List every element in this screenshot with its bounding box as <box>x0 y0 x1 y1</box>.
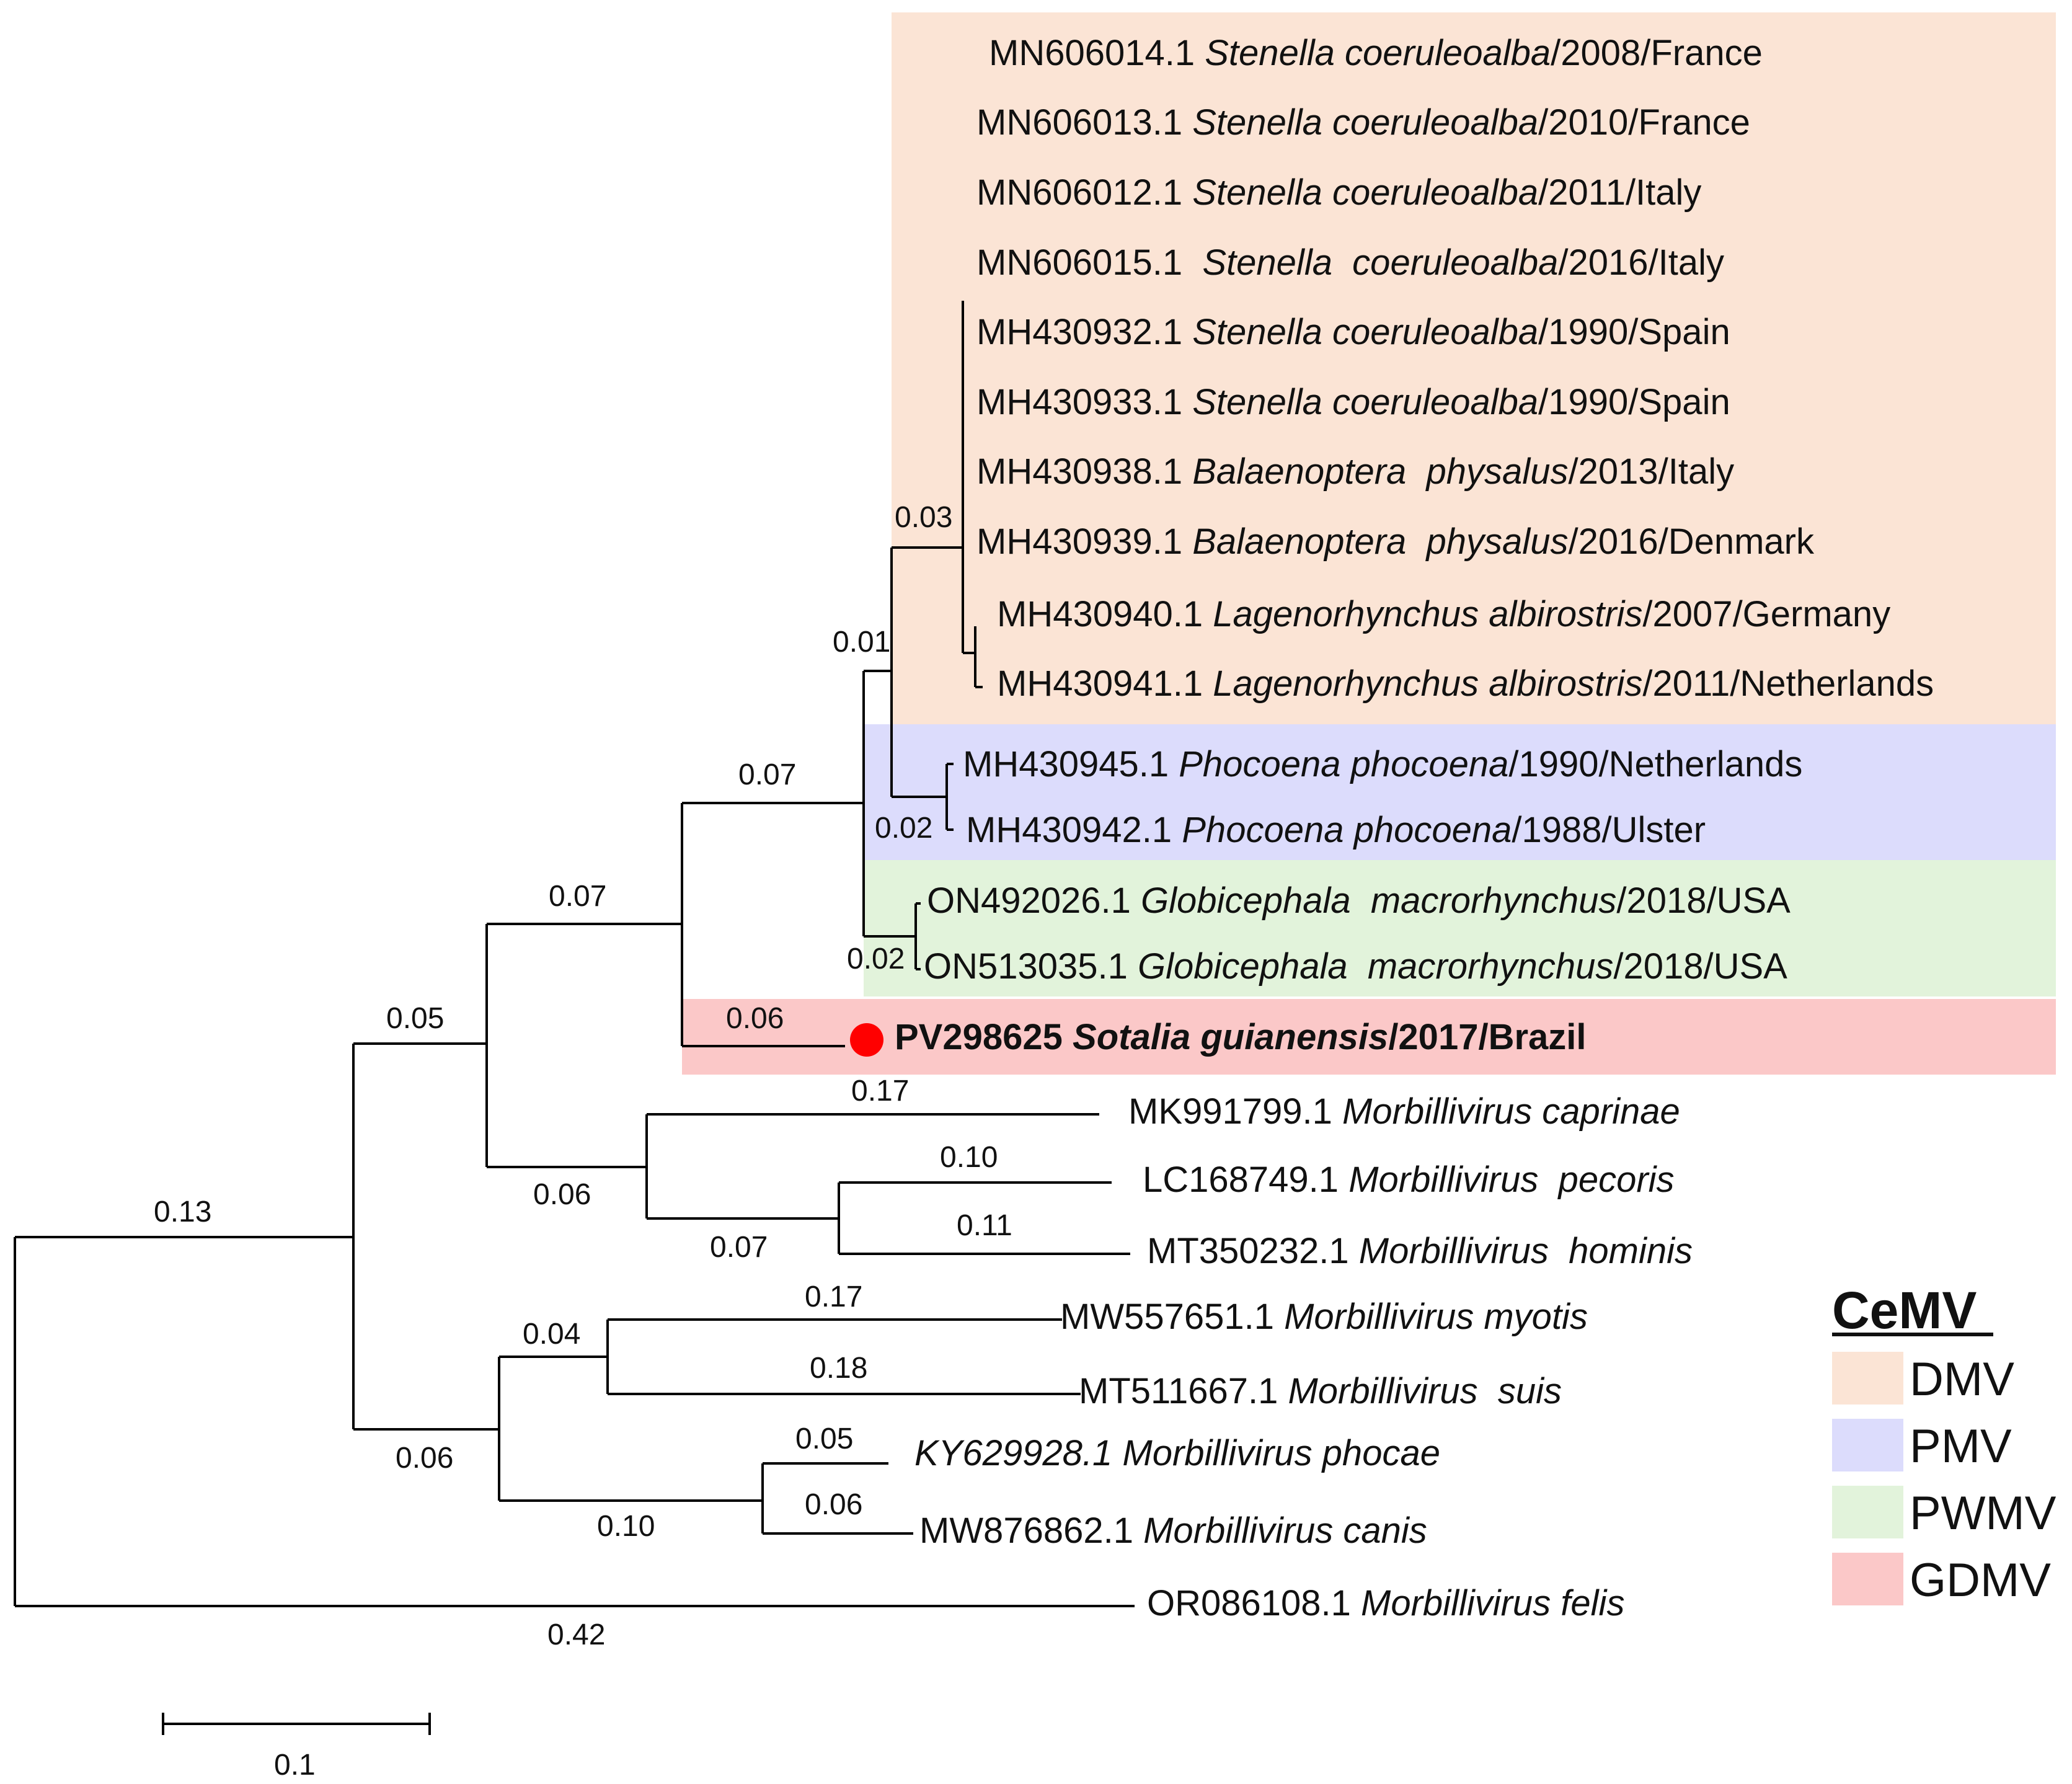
taxon-label: MH430941.1 Lagenorhynchus albirostris/20… <box>997 663 1934 704</box>
taxon-label: MT350232.1 Morbillivirus hominis <box>1147 1231 1693 1271</box>
gdmv-clade-box <box>682 999 2056 1075</box>
branch-length-label: 0.07 <box>710 1231 768 1264</box>
taxon-label: ON513035.1 Globicephala macrorhynchus/20… <box>924 946 1787 987</box>
branch-length-label: 0.06 <box>396 1442 453 1475</box>
pwmv-clade-box <box>864 860 2056 996</box>
legend-label-dmv: DMV <box>1910 1353 2014 1406</box>
taxon-label: MH430938.1 Balaenoptera physalus/2013/It… <box>976 451 1734 492</box>
taxon-label: MN606012.1 Stenella coeruleoalba/2011/It… <box>976 172 1701 213</box>
branch-length-label: 0.06 <box>805 1488 862 1521</box>
branch-length-label: 0.10 <box>597 1510 655 1543</box>
pmv-clade-box <box>864 724 2056 860</box>
legend-swatch-pwmv <box>1832 1486 1903 1538</box>
branch-length-label: 0.10 <box>940 1141 998 1174</box>
taxon-label: MW557651.1 Morbillivirus myotis <box>1060 1297 1588 1337</box>
taxon-label: MN606013.1 Stenella coeruleoalba/2010/Fr… <box>976 102 1750 143</box>
taxon-label: MT511667.1 Morbillivirus suis <box>1079 1371 1562 1411</box>
taxon-label: MH430932.1 Stenella coeruleoalba/1990/Sp… <box>976 312 1730 352</box>
branch-length-label: 0.06 <box>726 1002 784 1035</box>
branch-length-label: 0.07 <box>549 880 606 913</box>
branch-length-label: 0.05 <box>795 1422 853 1455</box>
new-sequence-marker <box>850 1023 883 1057</box>
taxon-label: LC168749.1 Morbillivirus pecoris <box>1143 1160 1675 1200</box>
scale-bar: 0.1 <box>162 1713 431 1782</box>
legend-label-pmv: PMV <box>1910 1420 2012 1473</box>
taxon-label: OR086108.1 Morbillivirus felis <box>1147 1583 1624 1623</box>
branch-length-label: 0.17 <box>805 1280 862 1313</box>
branch-length-label: 0.06 <box>533 1178 591 1211</box>
taxon-label: MK991799.1 Morbillivirus caprinae <box>1128 1091 1680 1132</box>
branch-length-label: 0.01 <box>833 626 890 659</box>
legend-swatch-pmv <box>1832 1419 1903 1471</box>
branch-length-label: 0.13 <box>154 1196 211 1228</box>
taxon-label: MH430939.1 Balaenoptera physalus/2016/De… <box>976 521 1815 562</box>
taxon-label: MW876862.1 Morbillivirus canis <box>919 1511 1427 1551</box>
taxon-label: MN606015.1 Stenella coeruleoalba/2016/It… <box>976 242 1724 283</box>
branch-length-label: 0.11 <box>957 1209 1012 1242</box>
legend-label-gdmv: GDMV <box>1910 1554 2051 1607</box>
legend-swatch-gdmv <box>1832 1553 1903 1605</box>
branch-length-label: 0.18 <box>810 1352 867 1385</box>
taxon-label: MH430940.1 Lagenorhynchus albirostris/20… <box>997 594 1890 634</box>
taxon-label: MH430945.1 Phocoena phocoena/1990/Nether… <box>963 744 1802 784</box>
legend-label-pwmv: PWMV <box>1910 1487 2057 1540</box>
branch-length-label: 0.07 <box>738 758 796 791</box>
legend-title: CeMV <box>1832 1281 1977 1339</box>
legend-swatch-dmv <box>1832 1352 1903 1405</box>
dmv-clade-box <box>892 12 2056 726</box>
branch-length-label: 0.02 <box>875 812 932 845</box>
highlighted-taxon-label: PV298625 Sotalia guianensis/2017/Brazil <box>895 1017 1587 1057</box>
branch-length-label: 0.02 <box>847 943 905 975</box>
legend: CeMV DMV PMV PWMV GDMV <box>1832 1281 2057 1607</box>
scale-bar-line <box>162 1713 431 1735</box>
taxon-label: MN606014.1 Stenella coeruleoalba/2008/Fr… <box>989 33 1763 73</box>
branch-length-labels: 0.03 0.01 0.07 0.02 0.07 0.02 0.05 0.06 … <box>154 501 1012 1651</box>
taxon-label: ON492026.1 Globicephala macrorhynchus/20… <box>927 881 1791 921</box>
branch-length-label: 0.04 <box>523 1318 580 1351</box>
branch-length-label: 0.05 <box>386 1002 444 1035</box>
branch-length-label: 0.17 <box>851 1075 909 1107</box>
taxon-labels: MN606014.1 Stenella coeruleoalba/2008/Fr… <box>895 33 1934 1623</box>
taxon-label: KY629928.1 Morbillivirus phocae <box>914 1433 1440 1473</box>
taxon-label: MH430933.1 Stenella coeruleoalba/1990/Sp… <box>976 382 1730 422</box>
branch-length-label: 0.42 <box>547 1618 605 1651</box>
scale-bar-label: 0.1 <box>274 1749 316 1782</box>
taxon-label: MH430942.1 Phocoena phocoena/1988/Ulster <box>966 810 1706 850</box>
tree-branches <box>14 301 1135 1607</box>
branch-length-label: 0.03 <box>895 501 952 534</box>
